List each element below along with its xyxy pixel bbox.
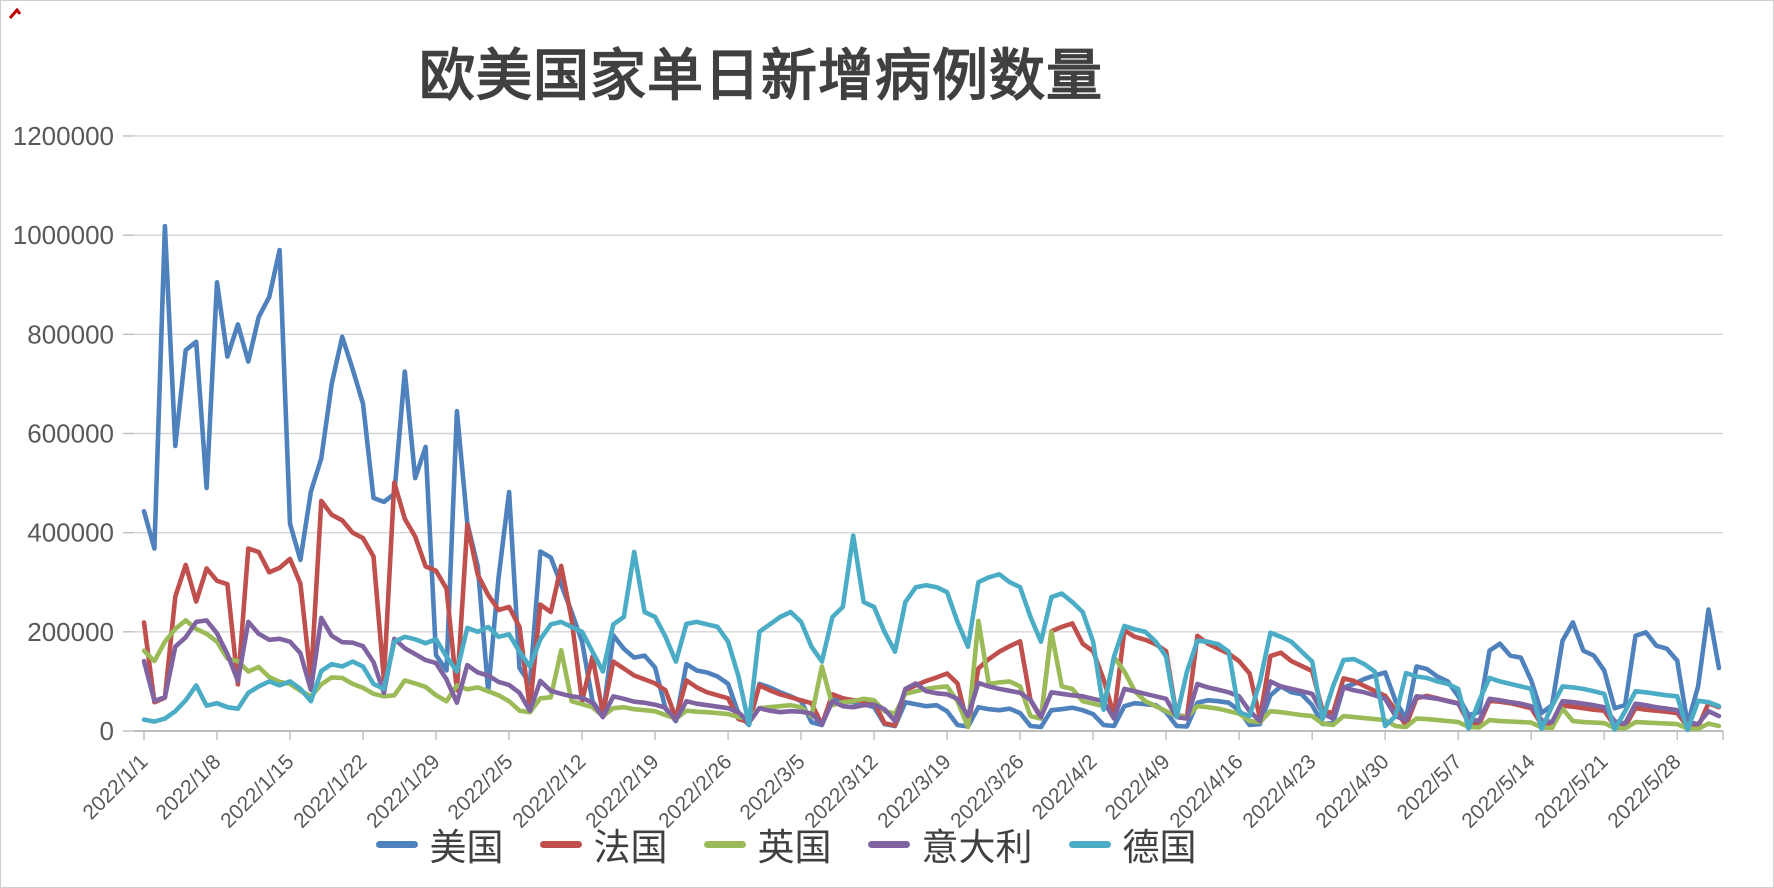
x-axis-label: 2022/5/28 [1603, 750, 1685, 832]
y-axis-label: 200000 [27, 617, 114, 647]
y-axis-label: 1200000 [13, 121, 114, 151]
series-line-germany [141, 533, 1722, 733]
series-line-uk [141, 618, 1722, 732]
x-axis-label: 2022/4/9 [1101, 750, 1175, 824]
chart-title: 欧美国家单日新增病例数量 [419, 43, 1103, 109]
legend-item-france[interactable]: 法国 [539, 817, 668, 871]
y-axis-label: 600000 [27, 418, 114, 448]
legend-swatch-italy [867, 840, 910, 848]
x-axis-label: 2022/2/5 [444, 750, 518, 824]
legend-item-us[interactable]: 美国 [375, 817, 504, 871]
legend-label-uk: 英国 [757, 826, 832, 869]
legend-label-italy: 意大利 [921, 826, 1033, 869]
y-axis-label: 0 [100, 716, 114, 746]
legend-swatch-us [375, 840, 418, 848]
x-axis-label: 2022/1/8 [151, 750, 225, 824]
x-axis-label: 2022/1/1 [78, 750, 152, 824]
legend-swatch-france [539, 840, 582, 848]
x-axis-label: 2022/5/7 [1393, 750, 1467, 824]
corner-artifact-mark [8, 7, 22, 19]
y-axis-label: 400000 [27, 518, 114, 548]
y-axis-label: 800000 [27, 319, 114, 349]
x-axis-label: 2022/3/5 [736, 750, 810, 824]
legend-item-uk[interactable]: 英国 [703, 817, 832, 871]
legend-item-germany[interactable]: 德国 [1068, 817, 1197, 871]
corner-artifact [8, 7, 22, 19]
legend-item-italy[interactable]: 意大利 [867, 817, 1033, 871]
x-axis-label: 2022/4/2 [1028, 750, 1102, 824]
series-line-italy [141, 615, 1722, 727]
legend-label-france: 法国 [593, 826, 668, 869]
legend-swatch-germany [1068, 840, 1111, 848]
legend-label-us: 美国 [429, 826, 504, 869]
legend-swatch-uk [703, 840, 746, 848]
y-axis-label: 1000000 [13, 220, 114, 250]
legend-label-germany: 德国 [1122, 826, 1197, 869]
series-line-us [141, 223, 1722, 730]
chart-legend: 美国 法国 英国 意大利 德国 [1, 817, 1571, 871]
